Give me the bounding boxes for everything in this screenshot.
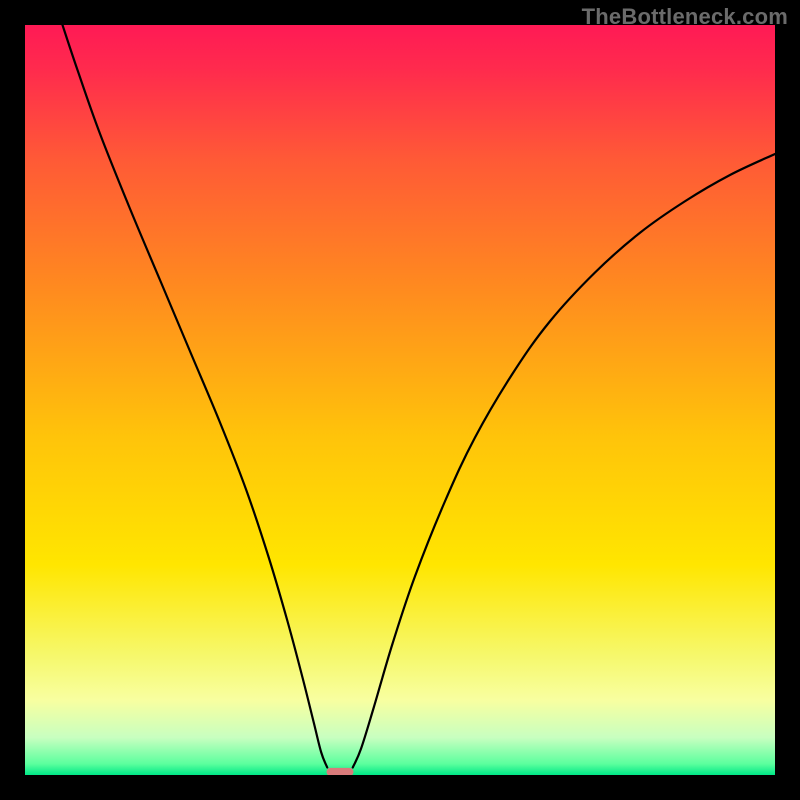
valley-marker [327, 768, 354, 776]
plot-background [25, 25, 775, 775]
bottleneck-curve-chart [0, 0, 800, 800]
watermark-label: TheBottleneck.com [582, 4, 788, 30]
chart-frame: TheBottleneck.com [0, 0, 800, 800]
